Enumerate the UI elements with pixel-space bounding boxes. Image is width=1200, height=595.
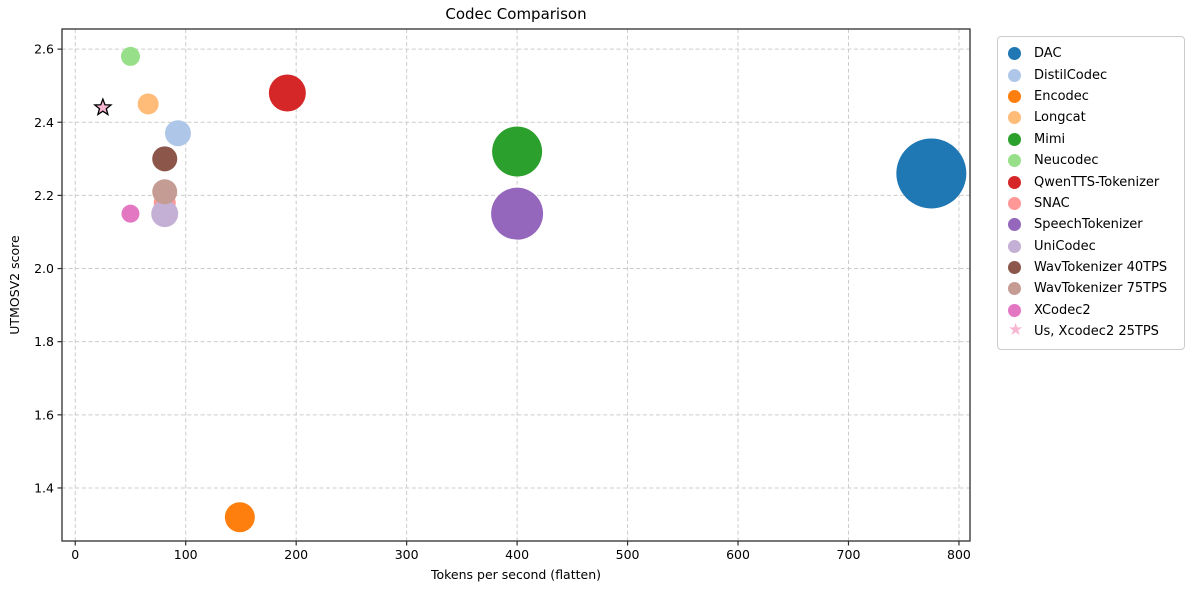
point-qwentts-tokenizer [268,74,306,112]
legend-label: SpeechTokenizer [1034,217,1143,233]
legend-circle-marker-icon [1008,282,1021,296]
legend-label: QwenTTS-Tokenizer [1034,174,1160,190]
y-tick-label: 2.4 [34,115,54,130]
legend-item-wavtokenizer-40tps: WavTokenizer 40TPS [1008,257,1176,278]
legend-item-encodec: Encodec [1008,86,1176,107]
legend-item-qwentts-tokenizer: QwenTTS-Tokenizer [1008,171,1176,192]
point-longcat [137,93,159,115]
point-encodec [224,502,255,533]
legend-circle-marker-icon [1008,89,1021,103]
x-tick-label: 0 [71,547,79,562]
point-speechtokenizer [491,187,544,240]
legend-label: DAC [1034,46,1062,62]
x-tick-label: 400 [505,547,529,562]
legend-item-xcodec2: XCodec2 [1008,300,1176,321]
legend-label: Encodec [1034,88,1089,104]
legend-circle-marker-icon [1008,111,1021,125]
y-tick-label: 2.0 [34,261,54,276]
legend-item-speechtokenizer: SpeechTokenizer [1008,214,1176,235]
legend-circle-marker-icon [1008,303,1021,317]
legend-label: SNAC [1034,195,1070,211]
legend-label: UniCodec [1034,238,1096,254]
x-axis-label: Tokens per second (flatten) [430,567,602,582]
chart-title: Codec Comparison [445,5,587,23]
legend-item-us-xcodec2-25tps: ★ Us, Xcodec2 25TPS [1008,321,1176,342]
legend-circle-marker-icon [1008,239,1021,253]
legend-label: XCodec2 [1034,302,1091,318]
legend-item-wavtokenizer-75tps: WavTokenizer 75TPS [1008,278,1176,299]
legend-item-unicodec: UniCodec [1008,236,1176,257]
x-tick-label: 600 [726,547,750,562]
legend-label: WavTokenizer 75TPS [1034,281,1168,297]
y-tick-label: 2.6 [34,42,54,57]
x-tick-label: 100 [174,547,198,562]
legend-circle-marker-icon [1008,47,1021,61]
point-us-xcodec2-25tps [93,97,113,117]
point-wavtokenizer-40tps [152,146,178,172]
legend-star-marker-icon: ★ [1008,319,1024,340]
legend-item-longcat: Longcat [1008,107,1176,128]
x-tick-label: 800 [947,547,971,562]
plot-border [61,28,971,542]
legend-item-mimi: Mimi [1008,129,1176,150]
legend-label: Us, Xcodec2 25TPS [1034,324,1159,340]
y-tick-label: 1.4 [34,480,54,495]
legend-label: WavTokenizer 40TPS [1034,260,1168,276]
legend-item-snac: SNAC [1008,193,1176,214]
y-tick-label: 1.6 [34,407,54,422]
y-tick-label: 1.8 [34,334,54,349]
legend-label: DistilCodec [1034,67,1108,83]
y-tick-label: 2.2 [34,188,54,203]
legend-circle-marker-icon [1008,261,1021,275]
legend-circle-marker-icon [1008,196,1021,210]
x-tick-label: 200 [284,547,308,562]
x-tick-label: 300 [395,547,419,562]
legend-circle-marker-icon [1008,132,1021,146]
legend-circle-marker-icon [1008,68,1021,82]
y-axis-label: UTMOSV2 score [7,235,22,335]
point-mimi [492,126,543,177]
legend-circle-marker-icon [1008,175,1021,189]
legend-circle-marker-icon [1008,154,1021,168]
point-unicodec [151,200,179,228]
point-neucodec [120,46,140,66]
legend-item-dac: DAC [1008,43,1176,64]
legend-item-neucodec: Neucodec [1008,150,1176,171]
point-distilcodec [164,120,191,147]
legend-label: Longcat [1034,110,1086,126]
legend-label: Neucodec [1034,153,1099,169]
x-tick-label: 500 [616,547,640,562]
point-dac [896,138,967,209]
legend-item-distilcodec: DistilCodec [1008,64,1176,85]
point-xcodec2 [121,204,140,223]
legend-box: DAC DistilCodec Encodec Longcat Mimi Neucodec… [997,36,1185,351]
legend-circle-marker-icon [1008,218,1021,232]
legend-label: Mimi [1034,131,1066,147]
point-wavtokenizer-75tps [152,179,178,205]
x-tick-label: 700 [837,547,861,562]
